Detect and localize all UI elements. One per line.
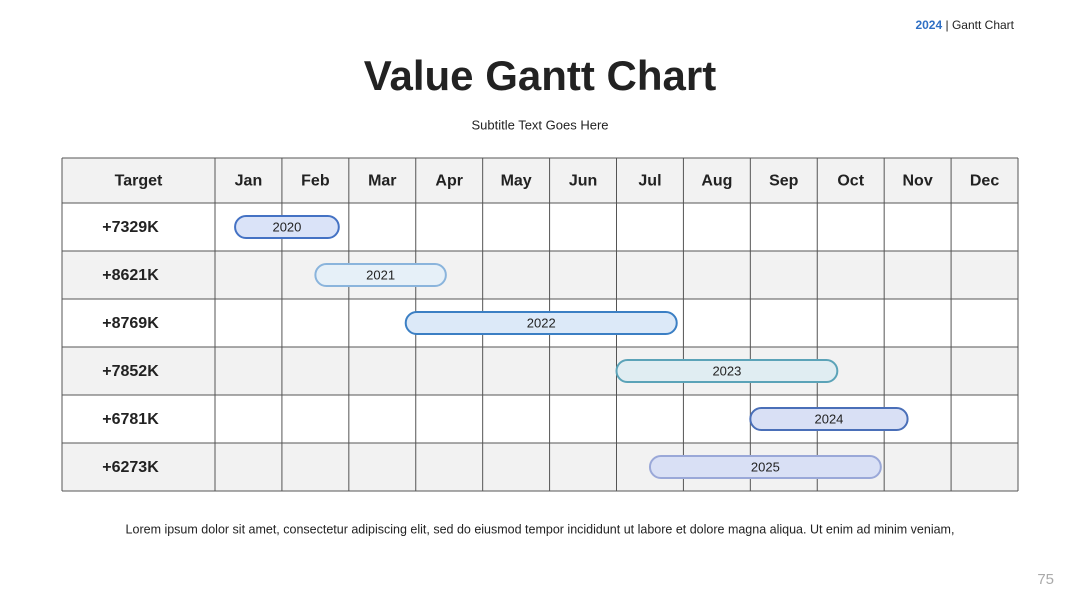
- row-bg: [62, 347, 1018, 395]
- gantt-table: Target Jan Feb Mar Apr May Jun Jul Aug Sep Oct Nov D…: [61, 157, 1019, 492]
- month-label: Aug: [701, 173, 732, 190]
- month-label: Jul: [638, 173, 661, 190]
- header: 2024 | Gantt Chart: [915, 18, 1014, 32]
- footer-text: Lorem ipsum dolor sit amet, consectetur …: [126, 522, 955, 536]
- month-label: Mar: [368, 173, 396, 190]
- target-label: +8769K: [102, 315, 159, 332]
- bar-label: 2021: [366, 267, 395, 282]
- gantt-bar: [234, 215, 340, 239]
- row-bg: [62, 251, 1018, 299]
- page-number: 75: [1037, 571, 1054, 588]
- row-bg: [62, 203, 1018, 251]
- month-label: Feb: [301, 173, 330, 190]
- month-label: Sep: [769, 173, 799, 190]
- gantt-bar: [314, 263, 447, 287]
- header-year: 2024: [915, 18, 942, 32]
- target-label: +6781K: [102, 411, 159, 428]
- month-label: Jun: [569, 173, 597, 190]
- bar-label: 2025: [751, 459, 780, 474]
- gantt-bar: [404, 311, 678, 335]
- month-label: Nov: [903, 173, 933, 190]
- header-separator: |: [946, 18, 949, 32]
- target-label: +7852K: [102, 363, 159, 380]
- target-label: +7329K: [102, 219, 159, 236]
- header-label: Gantt Chart: [952, 18, 1015, 32]
- month-label: May: [501, 173, 532, 190]
- month-label: Jan: [235, 173, 263, 190]
- gantt-bar: [749, 407, 909, 431]
- gantt-bar: [648, 455, 882, 479]
- gantt-bar: [615, 359, 839, 383]
- target-label: +8621K: [102, 267, 159, 284]
- chart-title: Value Gantt Chart: [364, 52, 716, 99]
- month-label: Dec: [970, 173, 999, 190]
- chart-subtitle: Subtitle Text Goes Here: [471, 117, 608, 132]
- bar-label: 2024: [814, 411, 843, 426]
- bar-label: 2022: [527, 315, 556, 330]
- bar-label: 2020: [272, 219, 301, 234]
- month-label: Oct: [837, 173, 864, 190]
- target-label: +6273K: [102, 459, 159, 476]
- header-row: [62, 158, 1018, 203]
- bar-label: 2023: [712, 363, 741, 378]
- column-header: Target: [115, 173, 163, 190]
- month-label: Apr: [435, 173, 463, 190]
